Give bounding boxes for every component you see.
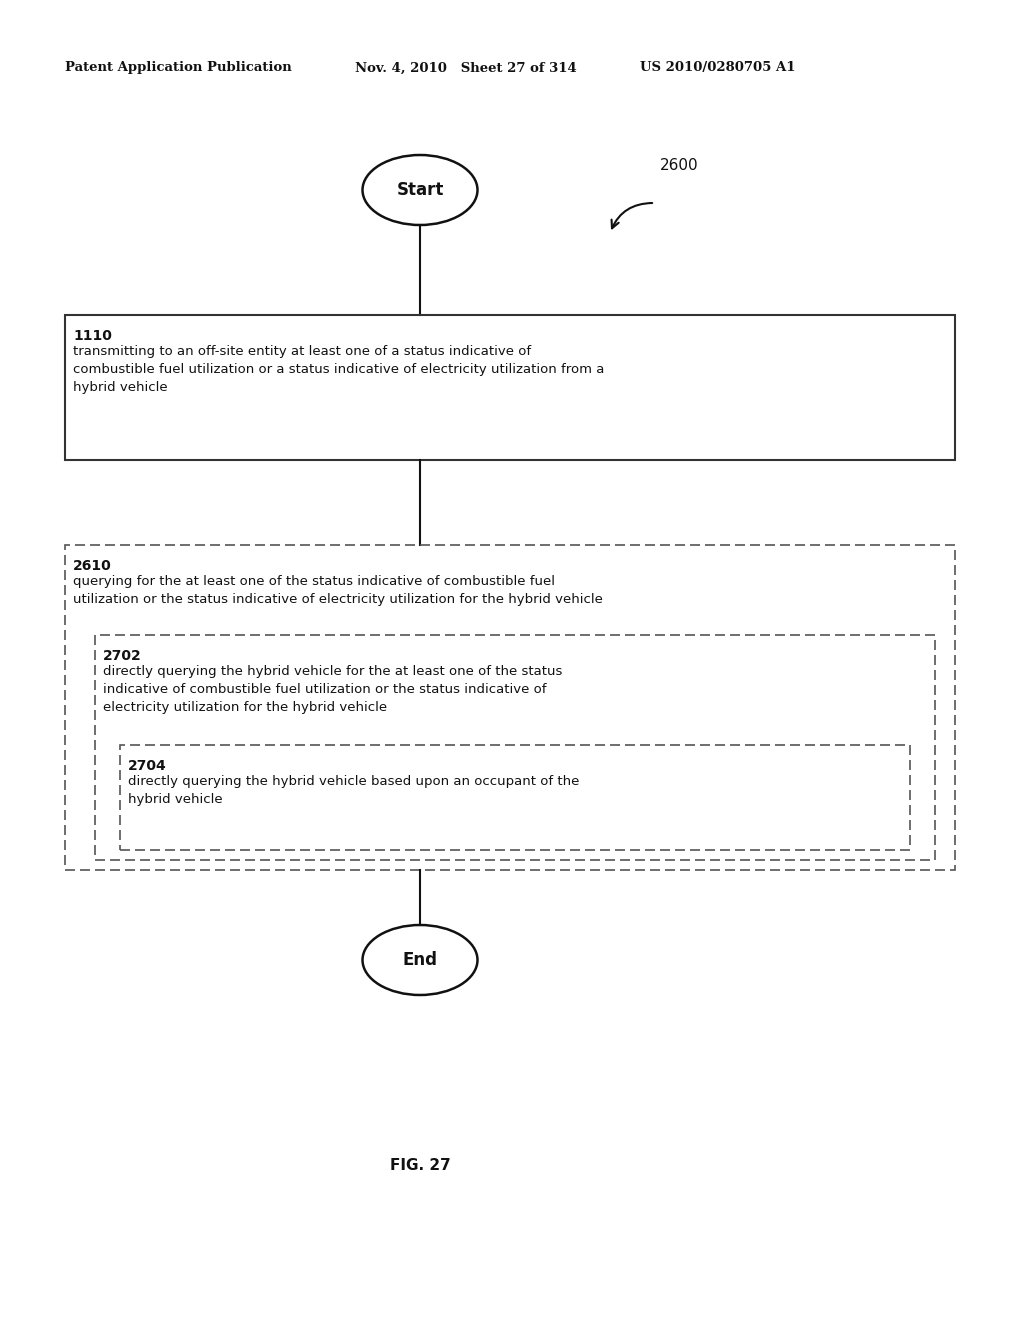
Text: 2702: 2702 [103, 649, 141, 663]
Bar [65, 545, 955, 870]
Text: 2610: 2610 [73, 558, 112, 573]
Text: querying for the at least one of the status indicative of combustible fuel
utili: querying for the at least one of the sta… [73, 576, 603, 606]
Text: Patent Application Publication: Patent Application Publication [65, 62, 292, 74]
Text: directly querying the hybrid vehicle based upon an occupant of the
hybrid vehicl: directly querying the hybrid vehicle bas… [128, 775, 580, 807]
Text: FIG. 27: FIG. 27 [389, 1158, 451, 1172]
Text: End: End [402, 950, 437, 969]
Text: transmitting to an off-site entity at least one of a status indicative of
combus: transmitting to an off-site entity at le… [73, 345, 604, 393]
Text: 1110: 1110 [73, 329, 112, 343]
Bar [65, 315, 955, 459]
Text: directly querying the hybrid vehicle for the at least one of the status
indicati: directly querying the hybrid vehicle for… [103, 665, 562, 714]
Bar [120, 744, 910, 850]
Text: Nov. 4, 2010   Sheet 27 of 314: Nov. 4, 2010 Sheet 27 of 314 [355, 62, 577, 74]
FancyArrowPatch shape [611, 203, 652, 228]
Bar [95, 635, 935, 861]
Text: Start: Start [396, 181, 443, 199]
Text: 2704: 2704 [128, 759, 167, 774]
Text: 2600: 2600 [660, 157, 698, 173]
Text: US 2010/0280705 A1: US 2010/0280705 A1 [640, 62, 796, 74]
